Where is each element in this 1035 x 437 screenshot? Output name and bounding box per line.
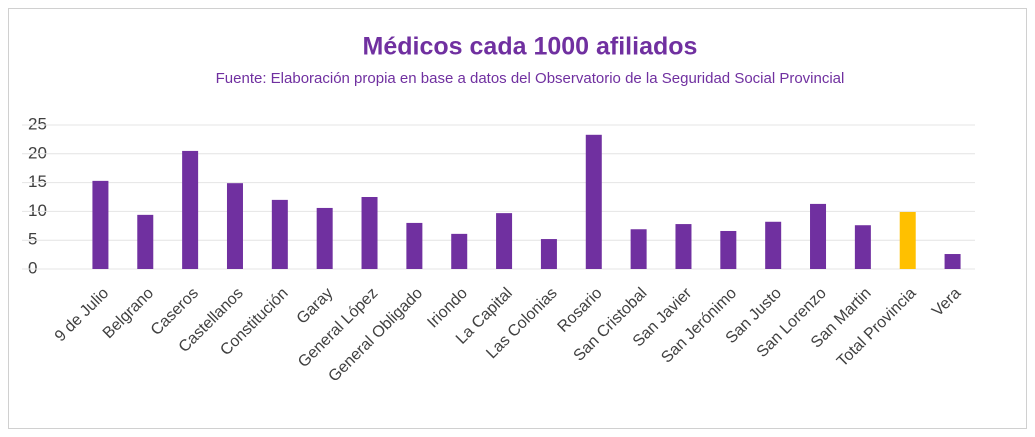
bar xyxy=(226,183,243,269)
bar xyxy=(810,203,827,269)
bar xyxy=(585,134,602,269)
bar xyxy=(361,197,378,269)
bar xyxy=(675,224,692,269)
bar xyxy=(137,214,154,269)
y-tick-label: 20 xyxy=(28,143,47,162)
bar xyxy=(540,239,557,269)
y-tick-label: 5 xyxy=(28,230,37,249)
bar xyxy=(316,207,333,269)
y-tick-label: 15 xyxy=(28,172,47,191)
bar xyxy=(496,213,513,269)
bar xyxy=(271,199,288,269)
y-tick-label: 0 xyxy=(28,258,37,277)
y-tick-label: 10 xyxy=(28,201,47,220)
bar xyxy=(182,150,199,269)
y-tick-label: 25 xyxy=(28,114,47,133)
bar xyxy=(899,211,916,269)
chart-subtitle: Fuente: Elaboración propia en base a dat… xyxy=(216,70,845,87)
bar xyxy=(451,233,468,269)
bar xyxy=(720,230,737,269)
bar xyxy=(944,254,961,269)
bar xyxy=(765,221,782,269)
chart-border xyxy=(8,8,1027,429)
bar xyxy=(92,180,109,269)
bar xyxy=(854,225,871,269)
chart-title: Médicos cada 1000 afiliados xyxy=(363,33,698,61)
bar xyxy=(406,222,423,269)
bar xyxy=(630,229,647,269)
